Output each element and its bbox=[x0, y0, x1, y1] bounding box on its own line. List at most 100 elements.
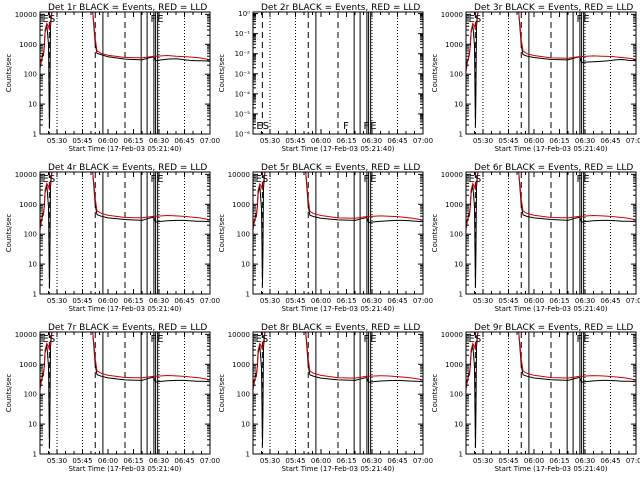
phase-marker: F bbox=[364, 174, 370, 185]
x-tick-label: 05:30 bbox=[473, 297, 493, 305]
x-axis-label: Start Time (17-Feb-03 05:21:40) bbox=[494, 145, 607, 153]
x-tick-label: 06:00 bbox=[311, 457, 331, 465]
x-tick-label: 05:45 bbox=[498, 297, 518, 305]
y-tick-label: 10000 bbox=[441, 171, 463, 179]
phase-marker: F bbox=[577, 174, 583, 185]
phase-marker: F bbox=[151, 174, 157, 185]
y-tick-label: 1000 bbox=[19, 361, 37, 369]
y-tick-label: 1 bbox=[33, 291, 37, 299]
y-tick-label: 10 bbox=[454, 421, 463, 429]
x-tick-label: 06:45 bbox=[600, 457, 620, 465]
x-tick-label: 05:30 bbox=[473, 457, 493, 465]
y-axis-label: Counts/sec bbox=[5, 374, 13, 413]
panel-det-8: 1 10 100 1000 10000 05:30 05:45 06:00 06:15 06:30… bbox=[218, 323, 433, 473]
y-tick-label: 1000 bbox=[445, 201, 463, 209]
phase-marker: ES bbox=[43, 334, 56, 345]
x-tick-label: 05:30 bbox=[260, 457, 280, 465]
x-tick-label: 06:00 bbox=[311, 137, 331, 145]
panel-title: Det 3r BLACK = Events, RED = LLD bbox=[474, 3, 633, 13]
y-tick-label: 10⁻¹ bbox=[235, 30, 251, 38]
lld-series-line bbox=[40, 172, 210, 230]
x-tick-label: 07:00 bbox=[626, 137, 640, 145]
x-tick-label: 06:45 bbox=[174, 137, 194, 145]
x-axis-label: Start Time (17-Feb-03 05:21:40) bbox=[494, 305, 607, 313]
x-tick-label: 06:15 bbox=[123, 297, 143, 305]
x-tick-label: 05:45 bbox=[72, 137, 92, 145]
y-axis-label: Counts/sec bbox=[431, 54, 439, 93]
phase-marker: ES bbox=[256, 174, 269, 185]
lld-series-line bbox=[466, 172, 636, 230]
y-tick-label: 1 bbox=[459, 451, 463, 459]
y-tick-label: 1000 bbox=[445, 361, 463, 369]
y-tick-label: 10000 bbox=[228, 171, 250, 179]
panel-title: Det 2r BLACK = Events, RED = LLD bbox=[261, 3, 420, 13]
y-axis-label: Counts/sec bbox=[431, 214, 439, 253]
y-tick-label: 100 bbox=[450, 231, 463, 239]
x-tick-label: 05:45 bbox=[498, 137, 518, 145]
x-tick-label: 06:30 bbox=[149, 137, 169, 145]
y-tick-label: 10 bbox=[241, 421, 250, 429]
x-tick-label: 06:00 bbox=[524, 137, 544, 145]
lld-series-line bbox=[466, 12, 636, 72]
x-tick-label: 05:45 bbox=[498, 457, 518, 465]
lld-series-line bbox=[40, 12, 210, 69]
y-tick-label: 1000 bbox=[232, 361, 250, 369]
phase-marker: E bbox=[583, 174, 589, 185]
y-tick-label: 1 bbox=[246, 291, 250, 299]
panel-det-7: 1 10 100 1000 10000 05:30 05:45 06:00 06:15 06:30… bbox=[5, 323, 220, 473]
x-tick-label: 07:00 bbox=[626, 297, 640, 305]
y-tick-label: 1 bbox=[459, 291, 463, 299]
panel-title: Det 6r BLACK = Events, RED = LLD bbox=[474, 163, 633, 173]
x-tick-label: 06:30 bbox=[362, 137, 382, 145]
x-tick-label: 06:45 bbox=[600, 137, 620, 145]
phase-marker: F bbox=[577, 334, 583, 345]
panel-det-1: 1 10 100 1000 10000 05:30 05:45 06:00 06:15 06:30… bbox=[5, 3, 220, 153]
panel-det-6: 1 10 100 1000 10000 05:30 05:45 06:00 06:15 06:30… bbox=[431, 163, 640, 313]
phase-marker: E bbox=[370, 334, 376, 345]
panel-det-5: 1 10 100 1000 10000 05:30 05:45 06:00 06:15 06:30… bbox=[218, 163, 433, 313]
x-tick-label: 05:45 bbox=[285, 137, 305, 145]
phase-marker: ES bbox=[256, 334, 269, 345]
x-axis-label: Start Time (17-Feb-03 05:21:40) bbox=[68, 465, 181, 473]
x-tick-label: 05:45 bbox=[285, 457, 305, 465]
phase-marker: ES bbox=[469, 334, 482, 345]
y-tick-label: 10⁻⁶ bbox=[235, 131, 251, 139]
y-tick-label: 10 bbox=[454, 101, 463, 109]
y-tick-label: 10 bbox=[28, 421, 37, 429]
phase-marker: E bbox=[157, 14, 163, 25]
x-tick-label: 05:30 bbox=[47, 297, 67, 305]
x-tick-label: 05:30 bbox=[260, 137, 280, 145]
x-tick-label: 06:15 bbox=[549, 297, 569, 305]
x-tick-label: 05:45 bbox=[72, 297, 92, 305]
x-axis-label: Start Time (17-Feb-03 05:21:40) bbox=[281, 465, 394, 473]
phase-marker: ES bbox=[256, 121, 269, 132]
y-tick-label: 1 bbox=[246, 451, 250, 459]
x-tick-label: 06:30 bbox=[575, 297, 595, 305]
x-tick-label: 06:15 bbox=[549, 457, 569, 465]
y-tick-label: 10000 bbox=[228, 331, 250, 339]
x-axis-label: Start Time (17-Feb-03 05:21:40) bbox=[68, 305, 181, 313]
y-tick-label: 1000 bbox=[232, 201, 250, 209]
y-tick-label: 10⁻³ bbox=[235, 70, 251, 78]
y-axis-label: Counts/sec bbox=[218, 374, 226, 413]
x-tick-label: 06:45 bbox=[387, 137, 407, 145]
x-tick-label: 06:45 bbox=[387, 457, 407, 465]
x-tick-label: 05:30 bbox=[473, 137, 493, 145]
y-tick-label: 1 bbox=[459, 131, 463, 139]
y-tick-label: 10000 bbox=[441, 331, 463, 339]
x-tick-label: 07:00 bbox=[200, 457, 220, 465]
y-tick-label: 10 bbox=[454, 261, 463, 269]
y-tick-label: 1000 bbox=[445, 41, 463, 49]
panel-det-3: 1 10 100 1000 10000 05:30 05:45 06:00 06:15 06:30… bbox=[431, 3, 640, 153]
panel-det-2: 10⁰ 10⁻¹ 10⁻² 10⁻³ 10⁻⁴ 10⁻⁵ 10⁻⁶ 05:30 05:45 06:… bbox=[218, 3, 433, 153]
phase-marker: F bbox=[364, 121, 370, 132]
y-tick-label: 10000 bbox=[15, 171, 37, 179]
x-axis-label: Start Time (17-Feb-03 05:21:40) bbox=[281, 145, 394, 153]
phase-marker: E bbox=[370, 121, 376, 132]
phase-marker: E bbox=[157, 334, 163, 345]
x-tick-label: 06:00 bbox=[98, 137, 118, 145]
phase-marker: F bbox=[343, 121, 349, 132]
y-tick-label: 10000 bbox=[441, 11, 463, 19]
